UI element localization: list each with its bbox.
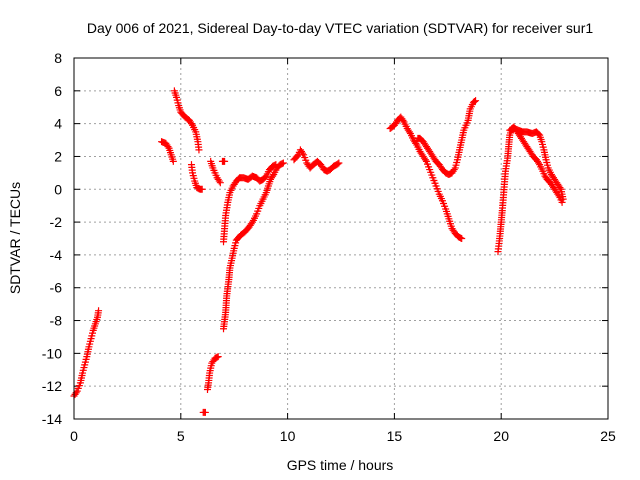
- data-point: [471, 97, 478, 105]
- data-point: [221, 157, 229, 165]
- x-tick-label: 10: [280, 428, 296, 444]
- y-tick-label: -8: [50, 313, 63, 329]
- series-s11: [290, 146, 343, 175]
- series-s2: [158, 138, 177, 165]
- data-point: [187, 120, 195, 128]
- data-point: [559, 195, 567, 203]
- data-point: [201, 408, 209, 416]
- y-tick-label: 0: [54, 181, 62, 197]
- data-point: [248, 218, 256, 226]
- y-tick-label: -2: [50, 214, 63, 230]
- data-point: [405, 128, 413, 136]
- data-point: [198, 185, 206, 193]
- data-point: [169, 157, 177, 165]
- series-s3: [170, 87, 203, 154]
- y-tick-label: -6: [50, 280, 63, 296]
- y-tick-label: 2: [54, 148, 62, 164]
- data-point: [535, 159, 543, 167]
- axis-ticks: [73, 57, 609, 420]
- data-point: [399, 116, 407, 124]
- data-point: [279, 159, 287, 167]
- x-tick-label: 20: [493, 428, 509, 444]
- x-tick-label: 5: [177, 428, 185, 444]
- data-point: [555, 192, 563, 200]
- data-points: [70, 87, 567, 416]
- data-point: [334, 160, 342, 168]
- series-s7: [207, 157, 224, 187]
- data-point: [458, 235, 466, 242]
- x-axis-label: GPS time / hours: [287, 457, 394, 473]
- y-tick-label: -10: [42, 345, 62, 361]
- y-tick-label: 4: [54, 116, 62, 132]
- data-point: [335, 159, 343, 167]
- y-tick-label: -4: [50, 247, 63, 263]
- data-point: [272, 161, 280, 169]
- data-point: [195, 146, 203, 154]
- tick-labels: 0 5 10 15 20 25 -14 -12 -10 -8 -6 -4 -2 0 2 4 6 8: [42, 50, 616, 444]
- data-point: [556, 184, 564, 192]
- series-s5: [199, 408, 209, 416]
- series-s8: [218, 157, 229, 165]
- series-s6: [204, 353, 222, 393]
- y-tick-label: 8: [54, 50, 62, 66]
- data-point: [472, 97, 480, 105]
- y-tick-label: 6: [54, 83, 62, 99]
- data-point: [95, 307, 103, 315]
- data-point: [293, 152, 301, 160]
- grid: [74, 58, 608, 419]
- series-s15: [506, 125, 567, 203]
- x-tick-label: 25: [600, 428, 616, 444]
- series-s12: [386, 113, 466, 242]
- data-point: [214, 353, 222, 361]
- x-tick-label: 15: [387, 428, 403, 444]
- series-s13: [412, 97, 480, 179]
- data-point: [421, 156, 429, 164]
- data-point: [450, 166, 458, 174]
- data-point: [216, 179, 224, 187]
- data-point: [215, 177, 223, 185]
- series-s1: [70, 307, 103, 400]
- plot-frame: [73, 57, 609, 420]
- chart-title: Day 006 of 2021, Sidereal Day-to-day VTE…: [87, 20, 593, 36]
- data-point: [269, 172, 277, 180]
- y-tick-label: -12: [42, 378, 62, 394]
- y-axis-label: SDTVAR / TECUs: [7, 182, 23, 294]
- data-point: [164, 143, 172, 151]
- data-point: [299, 149, 307, 157]
- y-tick-label: -14: [42, 411, 62, 427]
- series-s9: [220, 159, 287, 333]
- series-s10: [220, 161, 280, 246]
- series-s4: [187, 161, 206, 193]
- x-tick-label: 0: [70, 428, 78, 444]
